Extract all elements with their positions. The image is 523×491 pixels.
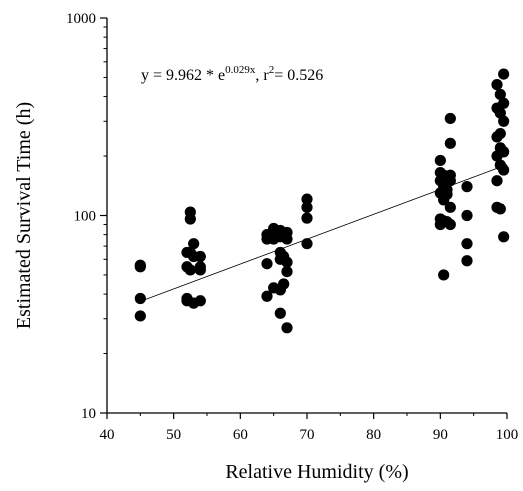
data-point	[274, 307, 286, 319]
data-point	[444, 112, 456, 125]
equation-annotation: y = 9.962 * e0.029x, r2= 0.526	[141, 64, 323, 84]
data-point	[498, 115, 510, 127]
equation-r-label: , r	[255, 67, 269, 84]
data-point	[494, 203, 506, 215]
data-point	[194, 295, 206, 307]
data-point	[188, 238, 200, 250]
data-point	[194, 264, 206, 276]
y-tick-label: 1000	[66, 11, 96, 27]
data-point	[194, 250, 206, 263]
data-point	[461, 209, 473, 222]
data-point	[444, 175, 456, 187]
data-point	[301, 193, 313, 205]
data-point	[438, 269, 450, 281]
data-point	[134, 310, 146, 322]
data-point	[281, 265, 293, 278]
data-point	[498, 164, 510, 176]
data-point	[494, 127, 506, 140]
equation-base: y = 9.962 * e	[141, 67, 225, 84]
marks-layer	[134, 68, 510, 334]
x-tick-label: 80	[366, 427, 381, 443]
data-point	[491, 175, 503, 187]
x-tick-label: 70	[300, 427, 315, 443]
data-point	[434, 154, 446, 167]
data-point	[498, 68, 510, 80]
data-point	[301, 212, 313, 224]
data-point	[461, 181, 473, 193]
x-tick-label: 90	[433, 427, 448, 443]
data-point	[498, 97, 510, 109]
equation-r-value: = 0.526	[274, 67, 323, 84]
x-tick-label: 40	[100, 427, 115, 443]
data-point	[494, 88, 506, 101]
data-point	[261, 258, 273, 270]
data-point	[134, 261, 146, 273]
data-point	[444, 137, 456, 149]
data-point	[444, 201, 456, 213]
equation-r-exponent: 2	[269, 64, 275, 76]
y-tick-label: 10	[81, 406, 96, 422]
data-point	[134, 292, 146, 305]
y-axis-label: Estimated Survival Time (h)	[13, 102, 35, 329]
data-point	[498, 146, 510, 158]
data-point	[301, 201, 313, 213]
data-point	[301, 238, 313, 250]
x-tick-label: 60	[233, 427, 248, 443]
equation-exponent: 0.029x	[225, 64, 256, 76]
x-tick-label: 50	[166, 427, 181, 443]
data-point	[461, 238, 473, 250]
data-point	[261, 290, 273, 302]
x-tick-label: 100	[496, 427, 519, 443]
data-point	[461, 255, 473, 267]
text-layer: 40 50 60 70 80 90 100 10 100 1000 Relative Humidit…	[13, 11, 518, 483]
data-point	[184, 213, 196, 225]
data-point	[281, 322, 293, 334]
data-point	[498, 231, 510, 243]
data-point	[444, 218, 456, 231]
data-point	[491, 79, 503, 91]
y-tick-label: 100	[74, 209, 97, 225]
axes-layer	[100, 17, 508, 419]
data-point	[184, 264, 196, 276]
data-point	[281, 256, 293, 268]
data-point	[441, 188, 453, 200]
data-point	[281, 233, 293, 245]
x-axis-label: Relative Humidity (%)	[225, 461, 408, 483]
data-point	[278, 278, 290, 290]
